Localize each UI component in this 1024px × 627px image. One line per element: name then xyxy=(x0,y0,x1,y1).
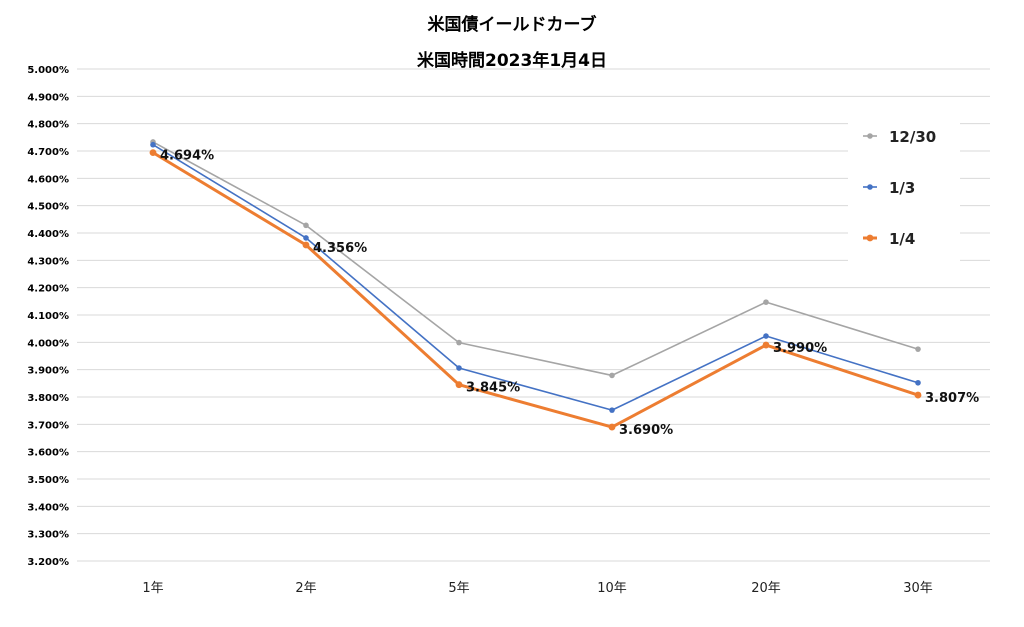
y-tick-label: 3.900% xyxy=(27,366,69,377)
x-tick-label: 10年 xyxy=(597,581,627,596)
data-point xyxy=(456,365,462,371)
data-label: 3.807% xyxy=(925,391,979,406)
legend-label: 12/30 xyxy=(889,128,936,146)
legend-marker xyxy=(866,234,874,242)
y-tick-label: 3.400% xyxy=(27,502,69,513)
data-point xyxy=(609,407,615,413)
data-label: 4.694% xyxy=(160,149,214,164)
data-point xyxy=(302,241,310,249)
y-tick-label: 5.000% xyxy=(27,65,69,76)
x-tick-label: 30年 xyxy=(903,581,933,596)
data-label: 4.356% xyxy=(313,241,367,256)
data-point xyxy=(303,235,309,241)
x-tick-label: 1年 xyxy=(142,581,163,596)
x-tick-label: 20年 xyxy=(751,581,781,596)
series-line-1-4 xyxy=(151,151,920,429)
data-label: 3.690% xyxy=(619,423,673,438)
y-tick-label: 3.800% xyxy=(27,393,69,404)
data-point xyxy=(456,339,462,346)
x-tick-label: 2年 xyxy=(295,581,316,596)
data-label: 3.845% xyxy=(466,381,520,396)
series-line-1-3 xyxy=(152,143,919,411)
data-point xyxy=(915,346,921,352)
data-point xyxy=(149,149,157,157)
y-tick-label: 4.600% xyxy=(27,174,69,185)
data-point xyxy=(763,333,769,339)
y-tick-label: 4.100% xyxy=(27,311,69,322)
y-tick-label: 4.200% xyxy=(27,284,69,295)
y-tick-label: 4.800% xyxy=(27,120,69,131)
y-tick-label: 4.000% xyxy=(27,338,69,349)
data-point xyxy=(608,423,616,431)
data-point xyxy=(762,341,770,349)
y-tick-label: 4.500% xyxy=(27,202,69,213)
legend-marker xyxy=(867,184,873,190)
y-tick-label: 4.300% xyxy=(27,256,69,267)
data-point xyxy=(915,379,921,386)
y-tick-label: 3.200% xyxy=(27,557,69,568)
y-tick-label: 3.700% xyxy=(27,420,69,431)
y-tick-label: 3.600% xyxy=(27,448,69,459)
x-tick-label: 5年 xyxy=(448,581,469,596)
legend-label: 1/3 xyxy=(889,179,915,197)
data-label: 3.990% xyxy=(773,341,827,356)
data-point xyxy=(455,381,463,389)
data-point xyxy=(150,141,156,148)
chart-subtitle: 米国時間2023年1月4日 xyxy=(417,51,607,71)
data-point xyxy=(914,391,922,399)
y-tick-label: 4.400% xyxy=(27,229,69,240)
y-tick-label: 4.900% xyxy=(27,92,69,103)
y-tick-label: 4.700% xyxy=(27,147,69,158)
y-tick-label: 3.500% xyxy=(27,475,69,486)
y-tick-label: 3.300% xyxy=(27,530,69,541)
series-line-12-30 xyxy=(152,141,919,377)
data-point xyxy=(763,299,769,305)
data-point xyxy=(609,372,615,379)
legend-marker xyxy=(867,133,873,139)
data-point xyxy=(303,222,309,229)
chart-title: 米国債イールドカーブ xyxy=(427,15,597,35)
legend-label: 1/4 xyxy=(889,230,915,248)
